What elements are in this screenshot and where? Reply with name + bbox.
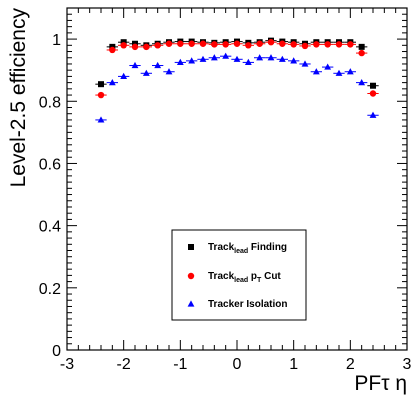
y-tick-label: 0.4 xyxy=(39,219,61,236)
legend-marker-triangle xyxy=(187,300,195,307)
data-point-square xyxy=(358,43,365,50)
legend-box xyxy=(171,229,307,321)
data-point-triangle xyxy=(165,68,173,75)
data-point-circle xyxy=(154,42,161,49)
x-axis-title-main: PF xyxy=(354,372,381,395)
x-tick-label: -2 xyxy=(117,356,131,373)
y-tick-label: 0.8 xyxy=(39,94,61,111)
data-point-triangle xyxy=(290,57,298,64)
x-tick-label: 1 xyxy=(289,356,298,373)
x-axis-title: PFτ η xyxy=(354,372,407,395)
data-point-circle xyxy=(335,41,343,48)
x-tick-label: 2 xyxy=(346,356,355,373)
y-axis-title: Level-2.5 efficiency xyxy=(7,8,30,188)
data-point-circle xyxy=(358,49,365,57)
legend-label-pt-cut: Tracklead pT Cut xyxy=(208,271,281,284)
data-point-triangle xyxy=(142,69,150,76)
x-tick-label: -1 xyxy=(173,356,187,373)
data-point-square xyxy=(370,82,376,89)
data-point-circle xyxy=(267,39,275,46)
data-point-triangle xyxy=(335,69,343,76)
data-point-circle xyxy=(211,41,218,48)
legend-entry-pt-cut: Tracklead pT Cut xyxy=(187,271,281,284)
data-point-circle xyxy=(347,41,354,48)
x-tick-label: 0 xyxy=(233,356,242,373)
data-point-triangle xyxy=(154,61,162,69)
legend-marker-square xyxy=(188,244,194,250)
data-point-triangle xyxy=(188,57,196,64)
axis-ticks xyxy=(66,7,408,351)
data-point-triangle xyxy=(256,54,264,61)
y-tick-label: 0.6 xyxy=(39,156,61,173)
data-point-circle xyxy=(177,40,184,47)
data-point-circle xyxy=(97,91,105,99)
legend-entry-isolation: Tracker Isolation xyxy=(187,299,287,310)
data-point-circle xyxy=(188,40,195,47)
data-point-triangle xyxy=(312,68,320,75)
data-point-triangle xyxy=(199,55,207,62)
y-tick-label: 1 xyxy=(52,32,61,49)
data-point-triangle xyxy=(108,79,116,86)
data-point-triangle xyxy=(97,116,105,123)
x-tick-label: -3 xyxy=(60,356,74,373)
data-point-circle xyxy=(109,46,116,54)
data-point-triangle xyxy=(120,72,128,79)
data-point-triangle xyxy=(222,52,230,59)
data-point-circle xyxy=(245,42,252,49)
data-point-circle xyxy=(233,40,241,47)
legend: Tracklead Finding Tracklead pT Cut Track… xyxy=(171,229,307,321)
legend-marker-circle xyxy=(187,272,195,280)
data-point-triangle xyxy=(369,111,377,118)
data-point-triangle xyxy=(278,55,286,62)
data-point-circle xyxy=(199,40,207,47)
y-tick-label: 0 xyxy=(52,343,61,360)
data-point-triangle xyxy=(267,54,275,61)
y-tick-label: 0.2 xyxy=(39,281,61,298)
data-point-triangle xyxy=(131,61,139,69)
data-point-circle xyxy=(256,40,263,47)
data-point-circle xyxy=(143,43,150,51)
data-point-triangle xyxy=(346,68,354,75)
data-point-circle xyxy=(301,42,309,50)
data-point-circle xyxy=(279,40,286,47)
data-point-circle xyxy=(120,42,127,49)
data-point-triangle xyxy=(301,60,309,67)
legend-label-isolation: Tracker Isolation xyxy=(208,299,287,310)
data-point-circle xyxy=(313,41,320,48)
data-point-triangle xyxy=(176,58,184,66)
data-point-square xyxy=(98,81,104,88)
data-point-triangle xyxy=(358,79,366,86)
legend-entry-finding: Tracklead Finding xyxy=(188,242,287,255)
x-axis-title-tau: τ xyxy=(381,372,390,395)
data-point-triangle xyxy=(244,58,252,66)
data-point-triangle xyxy=(233,55,241,62)
data-point-triangle xyxy=(210,54,218,61)
axis-tick-labels: -3 -2 -1 0 1 2 3 0 0.2 0.4 0.6 0.8 1 xyxy=(39,32,412,373)
data-points xyxy=(95,37,379,123)
series-triangle xyxy=(95,52,379,123)
data-point-circle xyxy=(222,41,229,48)
x-tick-label: 3 xyxy=(403,356,412,373)
data-point-circle xyxy=(369,90,377,97)
data-point-circle xyxy=(165,40,173,47)
data-point-circle xyxy=(324,41,331,48)
legend-label-finding: Tracklead Finding xyxy=(208,242,287,255)
data-point-circle xyxy=(290,41,297,48)
data-point-triangle xyxy=(324,63,332,70)
x-axis-title-eta: η xyxy=(389,372,407,395)
series-circle xyxy=(95,39,379,99)
data-point-circle xyxy=(131,43,139,51)
